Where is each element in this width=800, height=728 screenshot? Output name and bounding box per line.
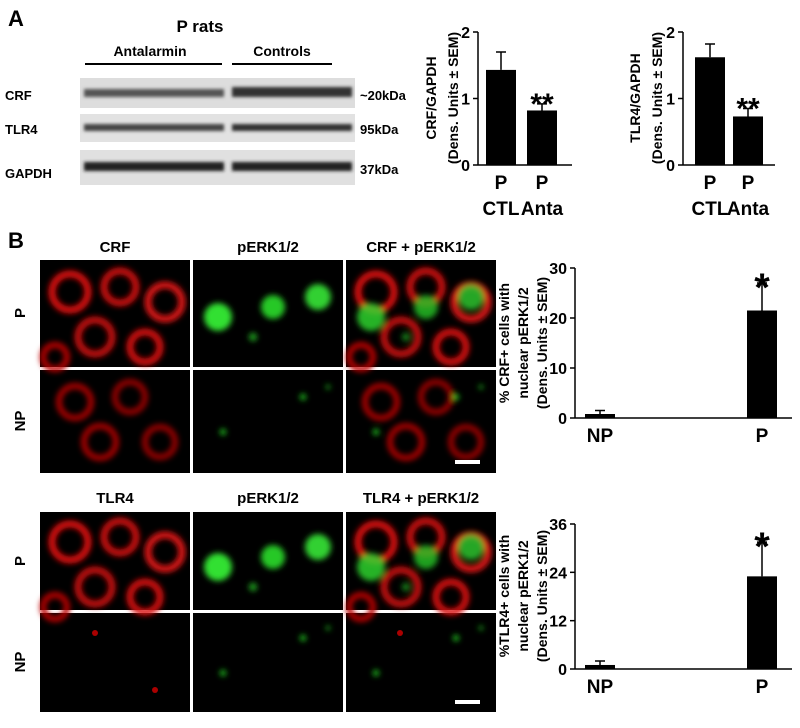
band-size: 95kDa [360,122,399,137]
column-label: TLR4 + pERK1/2 [363,490,479,507]
y-tick-label: 0 [558,411,567,428]
group-label: Controls [253,43,311,59]
column-label: pERK1/2 [237,490,299,507]
bar [585,664,615,669]
y-axis-label: nuclear pERK1/2 [515,287,531,398]
micrographs [40,260,496,712]
bar [747,576,777,669]
band-size: 37kDa [360,162,399,177]
y-tick-label: 2 [666,25,675,42]
x-tick-label: P [756,677,769,698]
panel-label: A [8,6,24,31]
group-label: Anta [521,199,564,220]
y-tick-label: 10 [549,361,567,378]
error-bar [705,43,715,58]
column-label: CRF [100,239,131,256]
error-bar [743,107,753,117]
bar [486,69,516,165]
band-label: TLR4 [5,122,38,137]
y-axis-label: (Dens. Units ± SEM) [534,530,550,662]
error-bar [496,51,506,70]
y-tick-label: 30 [549,261,567,278]
band-label: CRF [5,88,32,103]
error-bar [595,409,605,414]
y-axis-label: %TLR4+ cells with [496,535,512,658]
y-axis-label: (Dens. Units ± SEM) [534,277,550,409]
y-axis-label: CRF/GAPDH [423,56,439,139]
y-tick-label: 36 [549,517,567,534]
error-bar [595,660,605,665]
column-label: pERK1/2 [237,239,299,256]
band-label: GAPDH [5,166,52,181]
x-tick-label: NP [587,677,614,698]
bar [695,57,725,165]
x-tick-label: NP [587,426,614,447]
y-axis-label: TLR4/GAPDH [627,53,643,142]
y-axis-label: (Dens. Units ± SEM) [445,32,461,164]
y-tick-label: 24 [549,565,567,582]
significance-label: * [754,266,770,310]
x-tick-label: P [704,173,717,194]
y-tick-label: 0 [666,158,675,175]
y-axis-label: % CRF+ cells with [496,283,512,403]
x-tick-label: P [742,173,755,194]
y-axis-label: (Dens. Units ± SEM) [649,32,665,164]
error-bar [757,541,767,577]
y-tick-label: 20 [549,311,567,328]
x-tick-label: P [495,173,508,194]
y-tick-label: 2 [461,25,470,42]
band-size: ~20kDa [360,88,407,103]
y-tick-label: 1 [666,92,675,109]
blot-title: P rats [177,17,224,36]
group-label: CTL [692,199,729,220]
y-tick-label: 0 [461,158,470,175]
row-label: NP [12,652,29,673]
significance-label: ** [736,92,760,125]
significance-label: * [754,525,770,569]
column-label: CRF + pERK1/2 [366,239,476,256]
group-label: CTL [483,199,520,220]
y-axis-label: nuclear pERK1/2 [515,540,531,651]
error-bar [537,103,547,111]
bar [733,116,763,165]
y-tick-label: 0 [558,662,567,679]
group-label: Anta [727,199,770,220]
error-bar [757,282,767,311]
x-tick-label: P [536,173,549,194]
y-tick-label: 1 [461,92,470,109]
group-label: Antalarmin [113,43,186,59]
significance-label: ** [530,88,554,121]
panel-label: B [8,228,24,253]
y-tick-label: 12 [549,614,567,631]
row-label: P [12,308,29,318]
bar [747,310,777,418]
x-tick-label: P [756,426,769,447]
blot [80,78,355,185]
column-label: TLR4 [96,490,134,507]
bar [527,110,557,165]
row-label: NP [12,411,29,432]
row-label: P [12,556,29,566]
bar [585,414,615,418]
